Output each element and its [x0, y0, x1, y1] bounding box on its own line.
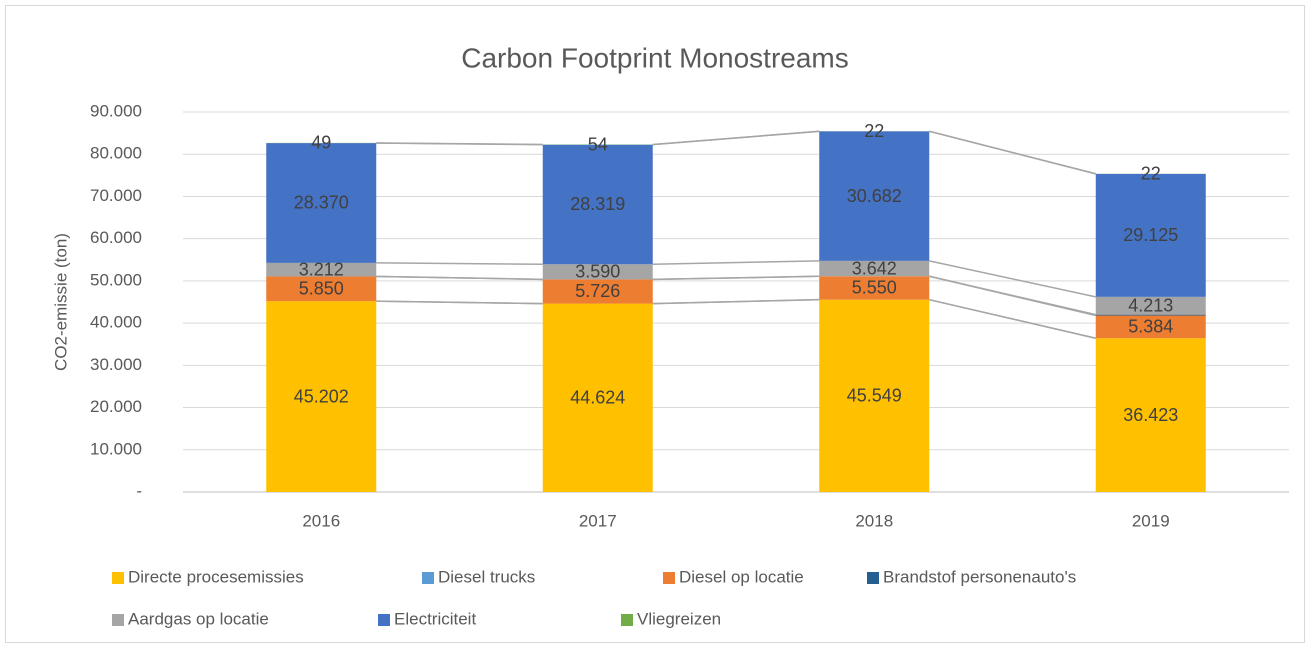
- series-line: [652, 260, 820, 266]
- legend-label: Aardgas op locatie: [128, 609, 269, 628]
- y-tick-label: 40.000: [90, 313, 142, 332]
- legend-label: Diesel trucks: [438, 567, 535, 586]
- bar-segment: [266, 262, 377, 277]
- data-label: 3.212: [299, 259, 344, 279]
- bar-segment: [819, 299, 930, 492]
- bar-segment: [1095, 173, 1206, 297]
- y-tick-label: 50.000: [90, 270, 142, 289]
- data-label: 3.590: [575, 262, 620, 282]
- y-tick-label: 10.000: [90, 439, 142, 458]
- data-label: 5.550: [852, 278, 897, 298]
- bar-segment: [1095, 315, 1206, 339]
- data-label: 22: [1141, 164, 1161, 184]
- y-tick-label: 60.000: [90, 228, 142, 247]
- legend-swatch: [112, 572, 124, 584]
- series-line: [376, 142, 543, 146]
- data-label: 22: [864, 121, 884, 141]
- legend-swatch: [867, 572, 879, 584]
- series-line: [376, 275, 543, 281]
- data-label: 5.726: [575, 281, 620, 301]
- bar-segment: [819, 260, 930, 277]
- data-label: 4.213: [1128, 295, 1173, 315]
- data-label: 3.642: [852, 258, 897, 278]
- data-label: 45.202: [294, 386, 349, 406]
- data-label: 29.125: [1123, 225, 1178, 245]
- y-tick-label: -: [136, 481, 142, 500]
- data-label: 54: [588, 134, 608, 154]
- y-tick-label: 70.000: [90, 186, 142, 205]
- x-tick-label: 2017: [579, 511, 617, 530]
- bar-segment: [266, 276, 377, 302]
- series-line: [929, 130, 1096, 175]
- legend-label: Vliegreizen: [637, 609, 721, 628]
- bar-segment: [266, 143, 377, 263]
- bar-segment: [819, 131, 930, 261]
- bar-segment: [542, 303, 653, 492]
- data-label: 28.370: [294, 193, 349, 213]
- data-label: 28.319: [570, 194, 625, 214]
- y-tick-label: 30.000: [90, 355, 142, 374]
- bar-segment: [542, 279, 653, 304]
- y-tick-label: 80.000: [90, 144, 142, 163]
- x-tick-label: 2016: [302, 511, 340, 530]
- legend-swatch: [663, 572, 675, 584]
- data-label: 30.682: [847, 186, 902, 206]
- series-line: [376, 300, 543, 305]
- bar-segment: [1095, 296, 1206, 315]
- legend-label: Diesel op locatie: [679, 567, 804, 586]
- bar-segment: [1095, 314, 1206, 316]
- series-line: [652, 298, 820, 305]
- data-label: 5.384: [1128, 317, 1173, 337]
- legend-label: Brandstof personenauto's: [883, 567, 1076, 586]
- data-label: 5.850: [299, 279, 344, 299]
- series-line: [929, 275, 1096, 316]
- data-label: 44.624: [570, 388, 625, 408]
- y-tick-label: 20.000: [90, 397, 142, 416]
- legend-swatch: [422, 572, 434, 584]
- series-line: [652, 275, 820, 281]
- y-tick-label: 90.000: [90, 101, 142, 120]
- x-tick-label: 2019: [1132, 511, 1170, 530]
- data-label: 45.549: [847, 386, 902, 406]
- series-line: [652, 130, 820, 146]
- series-line: [376, 262, 543, 266]
- bar-segment: [542, 264, 653, 280]
- legend-swatch: [112, 614, 124, 626]
- bar-segment: [1095, 338, 1206, 492]
- legend-label: Electriciteit: [394, 609, 476, 628]
- data-label: 49: [311, 133, 331, 153]
- chart-title: Carbon Footprint Monostreams: [461, 42, 849, 73]
- bar-segment: [542, 144, 653, 265]
- x-tick-label: 2018: [855, 511, 893, 530]
- bar-segment: [819, 276, 930, 300]
- y-axis-label: CO2-emissie (ton): [51, 233, 70, 371]
- series-line: [929, 260, 1096, 298]
- series-line: [929, 298, 1096, 339]
- legend-swatch: [621, 614, 633, 626]
- legend-swatch: [378, 614, 390, 626]
- bar-segment: [266, 301, 377, 492]
- legend-label: Directe procesemissies: [128, 567, 304, 586]
- data-label: 36.423: [1123, 405, 1178, 425]
